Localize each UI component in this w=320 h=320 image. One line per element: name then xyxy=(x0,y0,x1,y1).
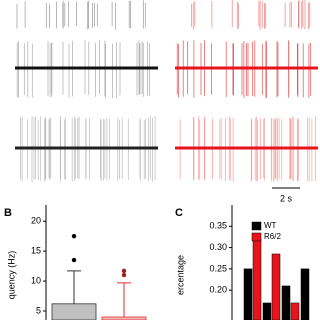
legend-label: R6/2 xyxy=(264,232,281,241)
y-tick-label: 15 xyxy=(31,245,41,255)
outlier xyxy=(121,272,127,278)
y-tick-label: 0.35 xyxy=(209,221,227,231)
bar xyxy=(262,302,272,320)
y-tick-label: 5 xyxy=(36,305,41,315)
legend-swatch xyxy=(251,221,262,231)
bar xyxy=(252,238,262,320)
y-axis-label: ercentage xyxy=(175,255,185,295)
outlier xyxy=(71,233,77,239)
y-axis-label: quency (Hz) xyxy=(6,251,16,300)
bar xyxy=(51,303,97,320)
legend-label: WT xyxy=(264,221,277,230)
outlier xyxy=(71,257,77,263)
y-tick-label: 0.30 xyxy=(209,242,227,252)
bar xyxy=(290,302,300,320)
bar xyxy=(300,268,310,320)
panel-label: B xyxy=(4,207,12,219)
y-tick-label: 10 xyxy=(31,275,41,285)
y-tick-label: 20 xyxy=(31,216,41,226)
panel-label: C xyxy=(175,207,183,219)
outlier xyxy=(121,268,127,274)
scale-bar-label: 2 s xyxy=(280,193,293,203)
y-tick-label: 0.20 xyxy=(209,285,227,295)
spike xyxy=(191,0,311,30)
spike xyxy=(16,0,146,30)
legend-swatch xyxy=(251,232,262,242)
bar xyxy=(271,253,281,320)
spike-traces xyxy=(15,0,318,182)
bar xyxy=(243,268,253,320)
bar xyxy=(281,285,291,320)
y-tick-label: 0.25 xyxy=(209,263,227,273)
